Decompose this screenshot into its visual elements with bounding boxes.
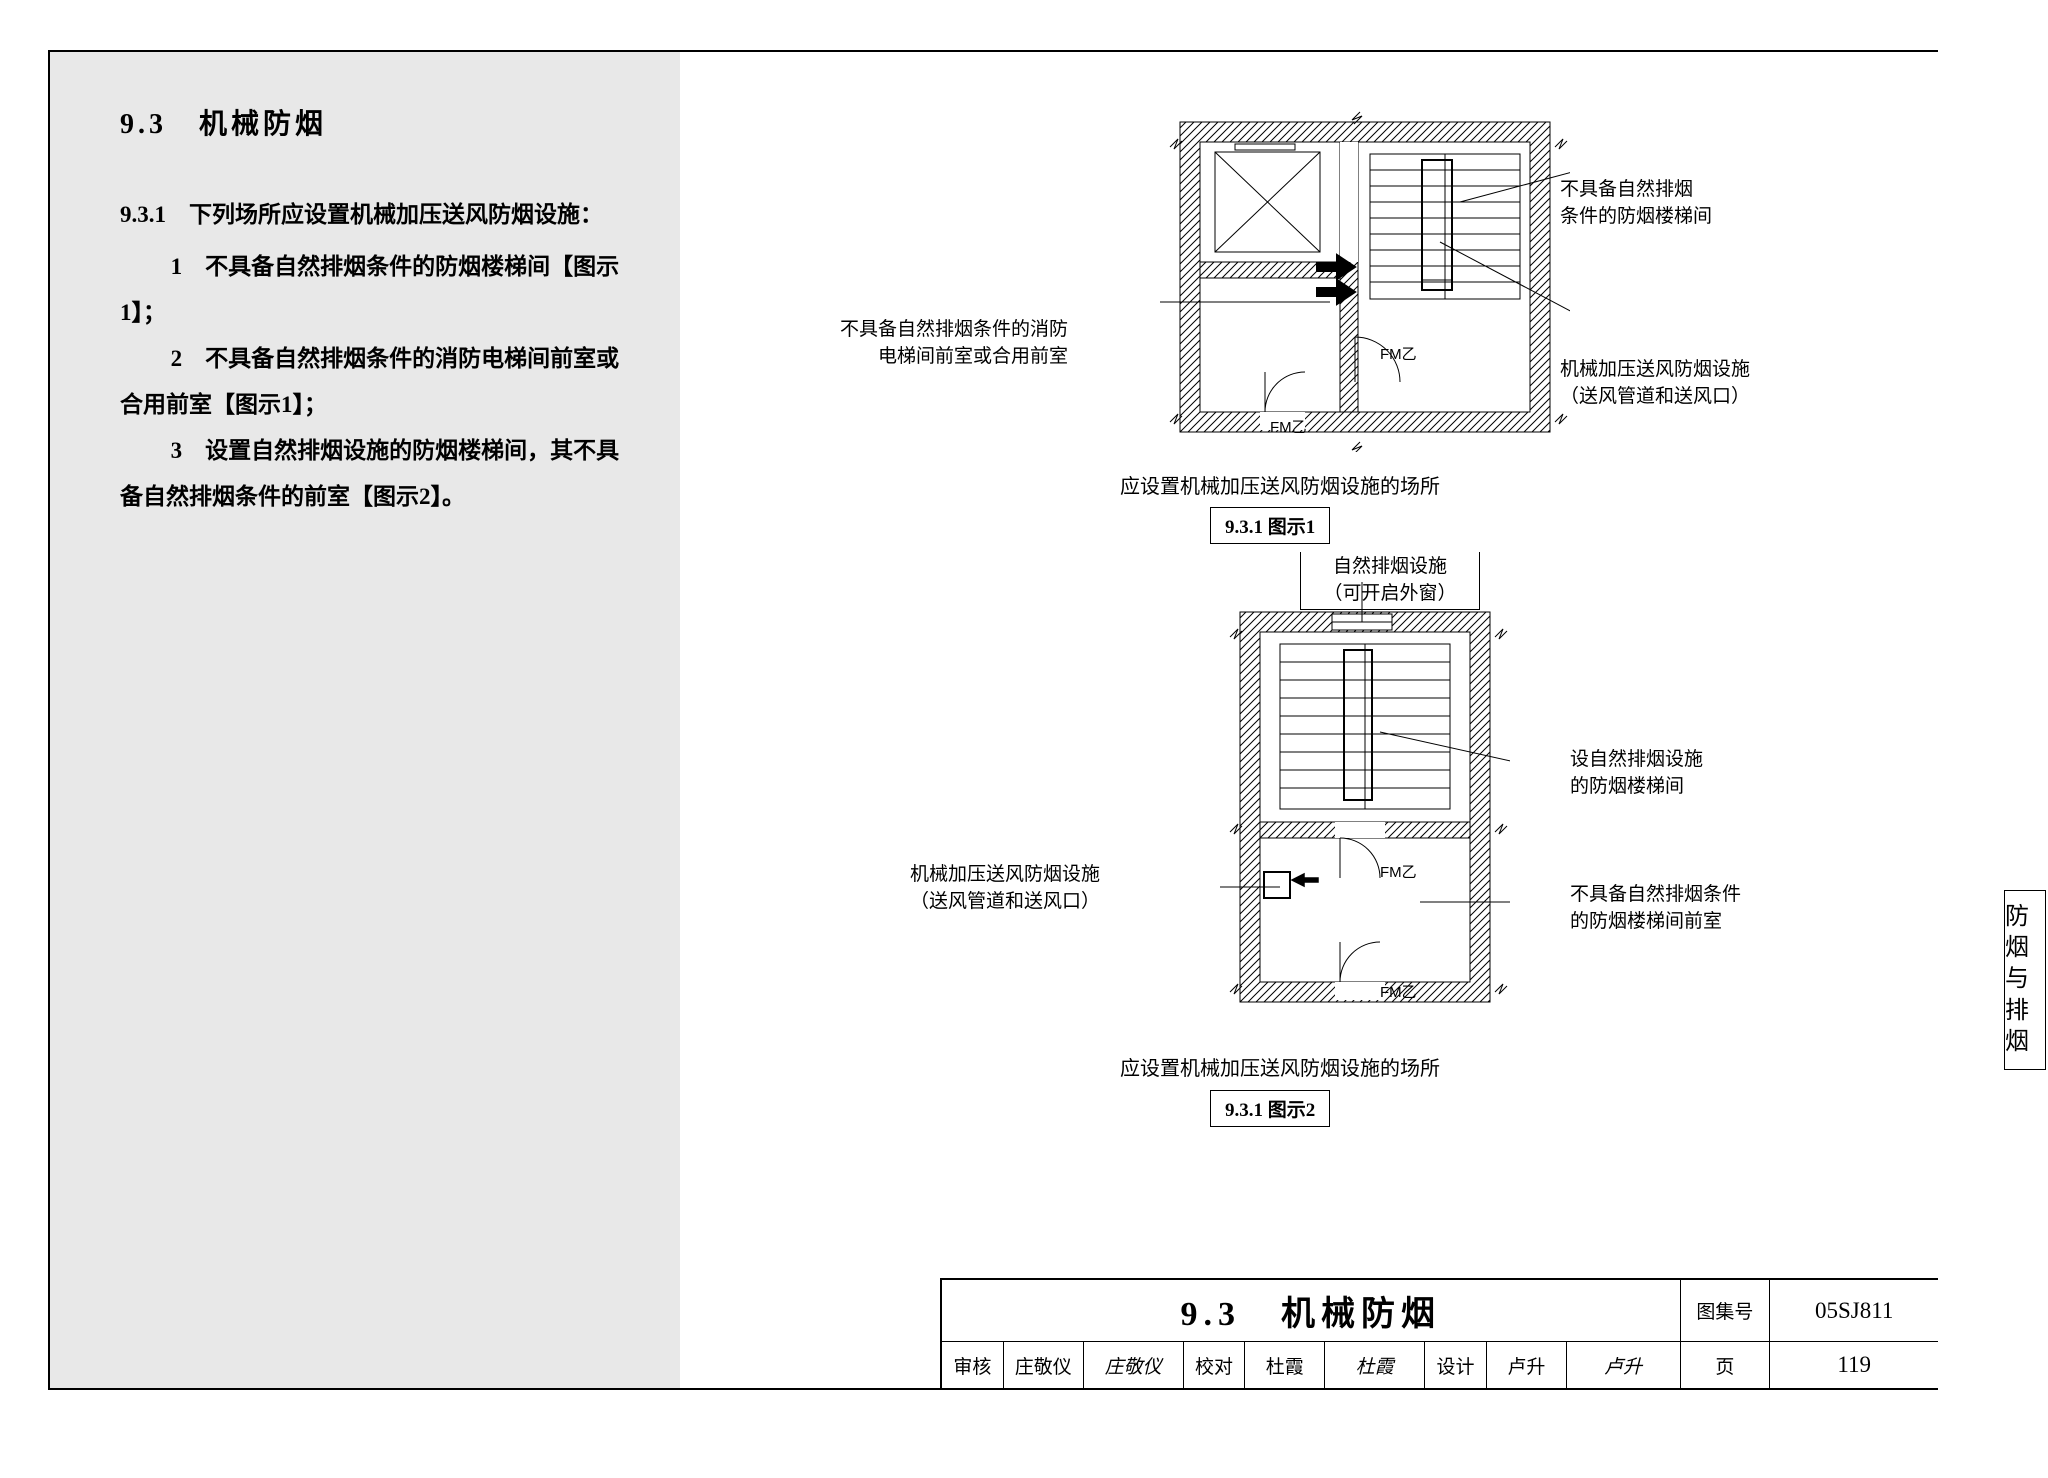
review-sig: 庄敬仪 bbox=[1084, 1342, 1184, 1388]
page-value: 119 bbox=[1770, 1342, 1938, 1388]
item-2: 2 不具备自然排烟条件的消防电梯间前室或合用前室【图示1】； bbox=[120, 336, 620, 428]
fig2-number: 9.3.1 图示2 bbox=[1210, 1090, 1330, 1127]
page-label: 页 bbox=[1681, 1342, 1771, 1388]
diagrams-column: 不具备自然排烟 条件的防烟楼梯间 机械加压送风防烟设施 （送风管道和送风口） 不… bbox=[680, 52, 1938, 1388]
atlas-label: 图集号 bbox=[1681, 1280, 1771, 1341]
fig1-caption: 应设置机械加压送风防烟设施的场所 bbox=[980, 470, 1580, 499]
item-3: 3 设置自然排烟设施的防烟楼梯间，其不具备自然排烟条件的前室【图示2】。 bbox=[120, 428, 620, 520]
designer: 卢升 bbox=[1487, 1342, 1567, 1388]
check-label: 校对 bbox=[1184, 1342, 1246, 1388]
fig2-label-mid-right: 设自然排烟设施 的防烟楼梯间 bbox=[1570, 747, 1703, 800]
text-column: 9.3 机械防烟 9.3.1 下列场所应设置机械加压送风防烟设施： 1 不具备自… bbox=[50, 52, 680, 1388]
fig1-label-top-right: 不具备自然排烟 条件的防烟楼梯间 bbox=[1560, 177, 1712, 230]
atlas-value: 05SJ811 bbox=[1770, 1280, 1938, 1341]
item-1: 1 不具备自然排烟条件的防烟楼梯间【图示1】； bbox=[120, 244, 620, 336]
figure-2-svg bbox=[1220, 582, 1510, 1022]
design-sig: 卢升 bbox=[1567, 1342, 1681, 1388]
design-label: 设计 bbox=[1425, 1342, 1487, 1388]
section-title: 9.3 机械防烟 bbox=[120, 102, 620, 142]
fig2-label-top: 自然排烟设施 （可开启外窗） bbox=[1300, 552, 1480, 610]
checker: 杜霞 bbox=[1245, 1342, 1325, 1388]
fig2-label-left: 机械加压送风防烟设施 （送风管道和送风口） bbox=[910, 862, 1100, 915]
reviewer: 庄敬仪 bbox=[1004, 1342, 1084, 1388]
fig2-label-bot-right: 不具备自然排烟条件 的防烟楼梯间前室 bbox=[1570, 882, 1741, 935]
check-sig: 杜霞 bbox=[1325, 1342, 1425, 1388]
fig1-number: 9.3.1 图示1 bbox=[1210, 507, 1330, 544]
fig2-fm-2: FM乙 bbox=[1380, 982, 1417, 1003]
fig1-fm-2: FM乙 bbox=[1270, 417, 1307, 438]
fig1-label-left: 不具备自然排烟条件的消防 电梯间前室或合用前室 bbox=[840, 317, 1068, 370]
review-label: 审核 bbox=[942, 1342, 1004, 1388]
fig2-caption: 应设置机械加压送风防烟设施的场所 bbox=[980, 1052, 1580, 1081]
fig1-fm-1: FM乙 bbox=[1380, 344, 1417, 365]
page-frame: 9.3 机械防烟 9.3.1 下列场所应设置机械加压送风防烟设施： 1 不具备自… bbox=[48, 50, 1938, 1390]
fig2-fm-1: FM乙 bbox=[1380, 862, 1417, 883]
title-block: 9.3 机械防烟 图集号 05SJ811 审核 庄敬仪 庄敬仪 校对 杜霞 杜霞… bbox=[940, 1278, 1938, 1388]
side-tab: 防烟与排烟 bbox=[2004, 890, 2046, 1070]
fig1-label-bot-right: 机械加压送风防烟设施 （送风管道和送风口） bbox=[1560, 357, 1750, 410]
subsection-heading: 9.3.1 下列场所应设置机械加压送风防烟设施： bbox=[120, 192, 620, 238]
tb-title: 9.3 机械防烟 bbox=[1181, 1286, 1442, 1335]
figure-1-svg bbox=[1160, 92, 1570, 452]
